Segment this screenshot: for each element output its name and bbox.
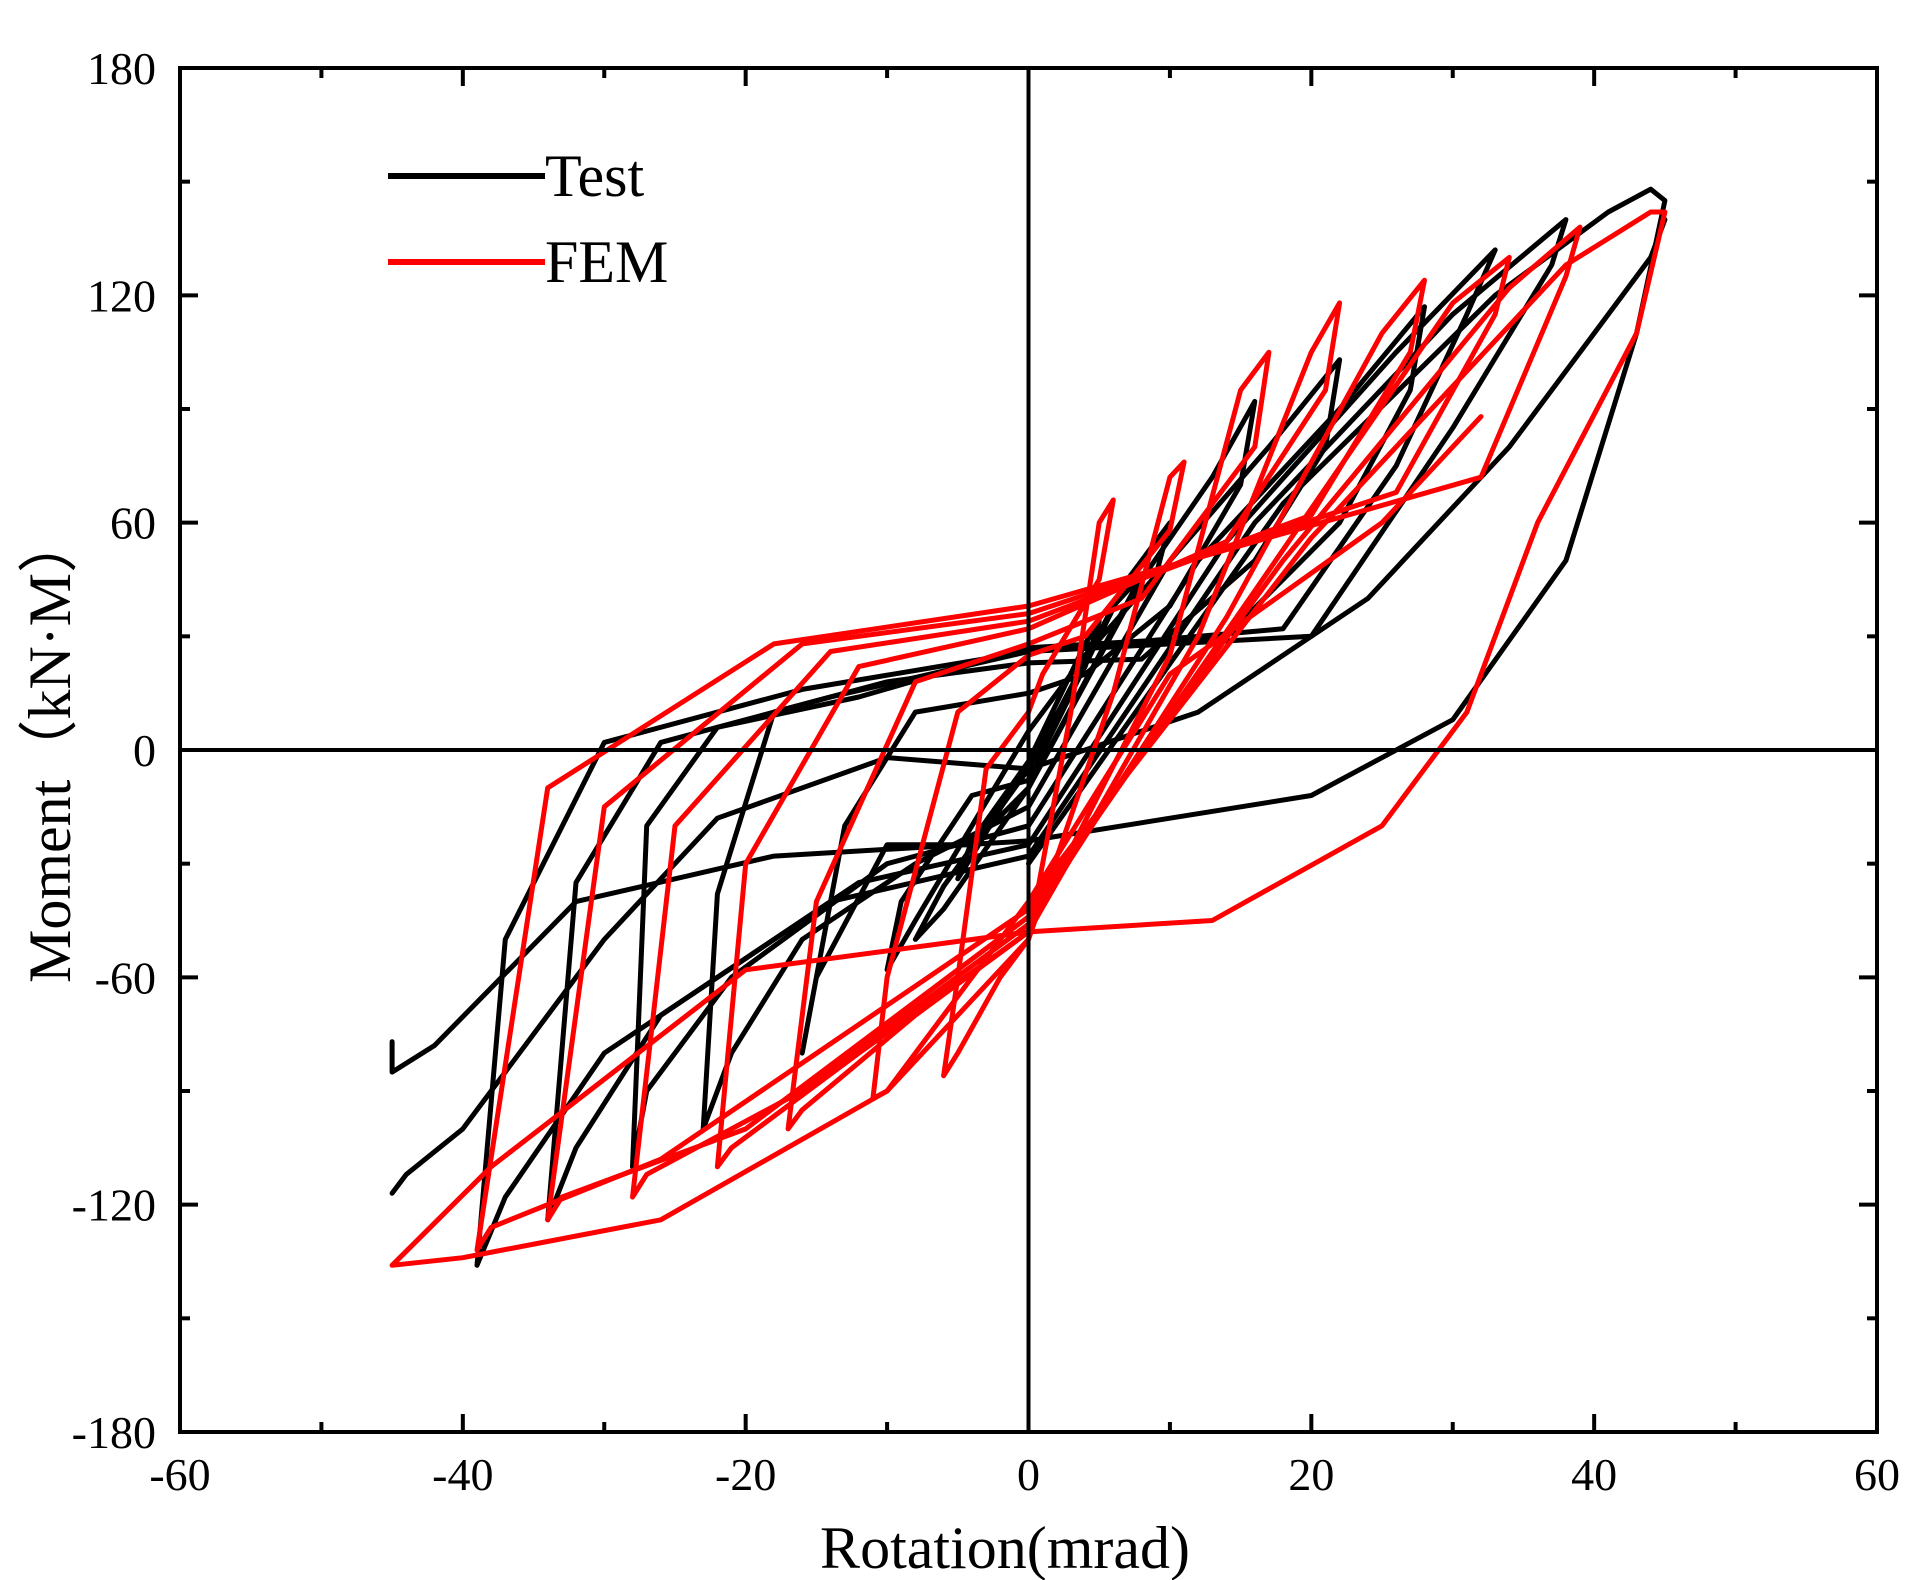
- x-tick-label: -20: [715, 1449, 776, 1500]
- x-axis-title: Rotation(mrad): [820, 1515, 1190, 1580]
- legend-label-fem: FEM: [545, 229, 668, 295]
- y-tick-label: 180: [87, 43, 156, 94]
- x-tick-label: -60: [149, 1449, 210, 1500]
- y-tick-label: 60: [110, 498, 156, 549]
- series-test-loop-5: [700, 357, 1343, 1132]
- axes: -60 -40 -20 0 20 40 60 -180 -120 -60 0 60 120 180: [72, 43, 1900, 1500]
- x-tick-label: 20: [1288, 1449, 1334, 1500]
- x-tick-label: -40: [432, 1449, 493, 1500]
- y-tick-label: -120: [72, 1180, 156, 1231]
- series-test-loop-7: [545, 247, 1498, 1223]
- y-tick-label: -180: [72, 1407, 156, 1458]
- y-axis-title: Moment（kN·M）: [17, 513, 83, 983]
- x-tick-label: 60: [1854, 1449, 1900, 1500]
- y-tick-label: -60: [95, 952, 156, 1003]
- legend-label-test: Test: [545, 143, 644, 209]
- y-tick-label: 0: [133, 725, 156, 776]
- y-tick-label: 120: [87, 270, 156, 321]
- legend: Test FEM: [388, 143, 668, 295]
- x-tick-label: 40: [1571, 1449, 1617, 1500]
- x-tick-label: 0: [1017, 1449, 1040, 1500]
